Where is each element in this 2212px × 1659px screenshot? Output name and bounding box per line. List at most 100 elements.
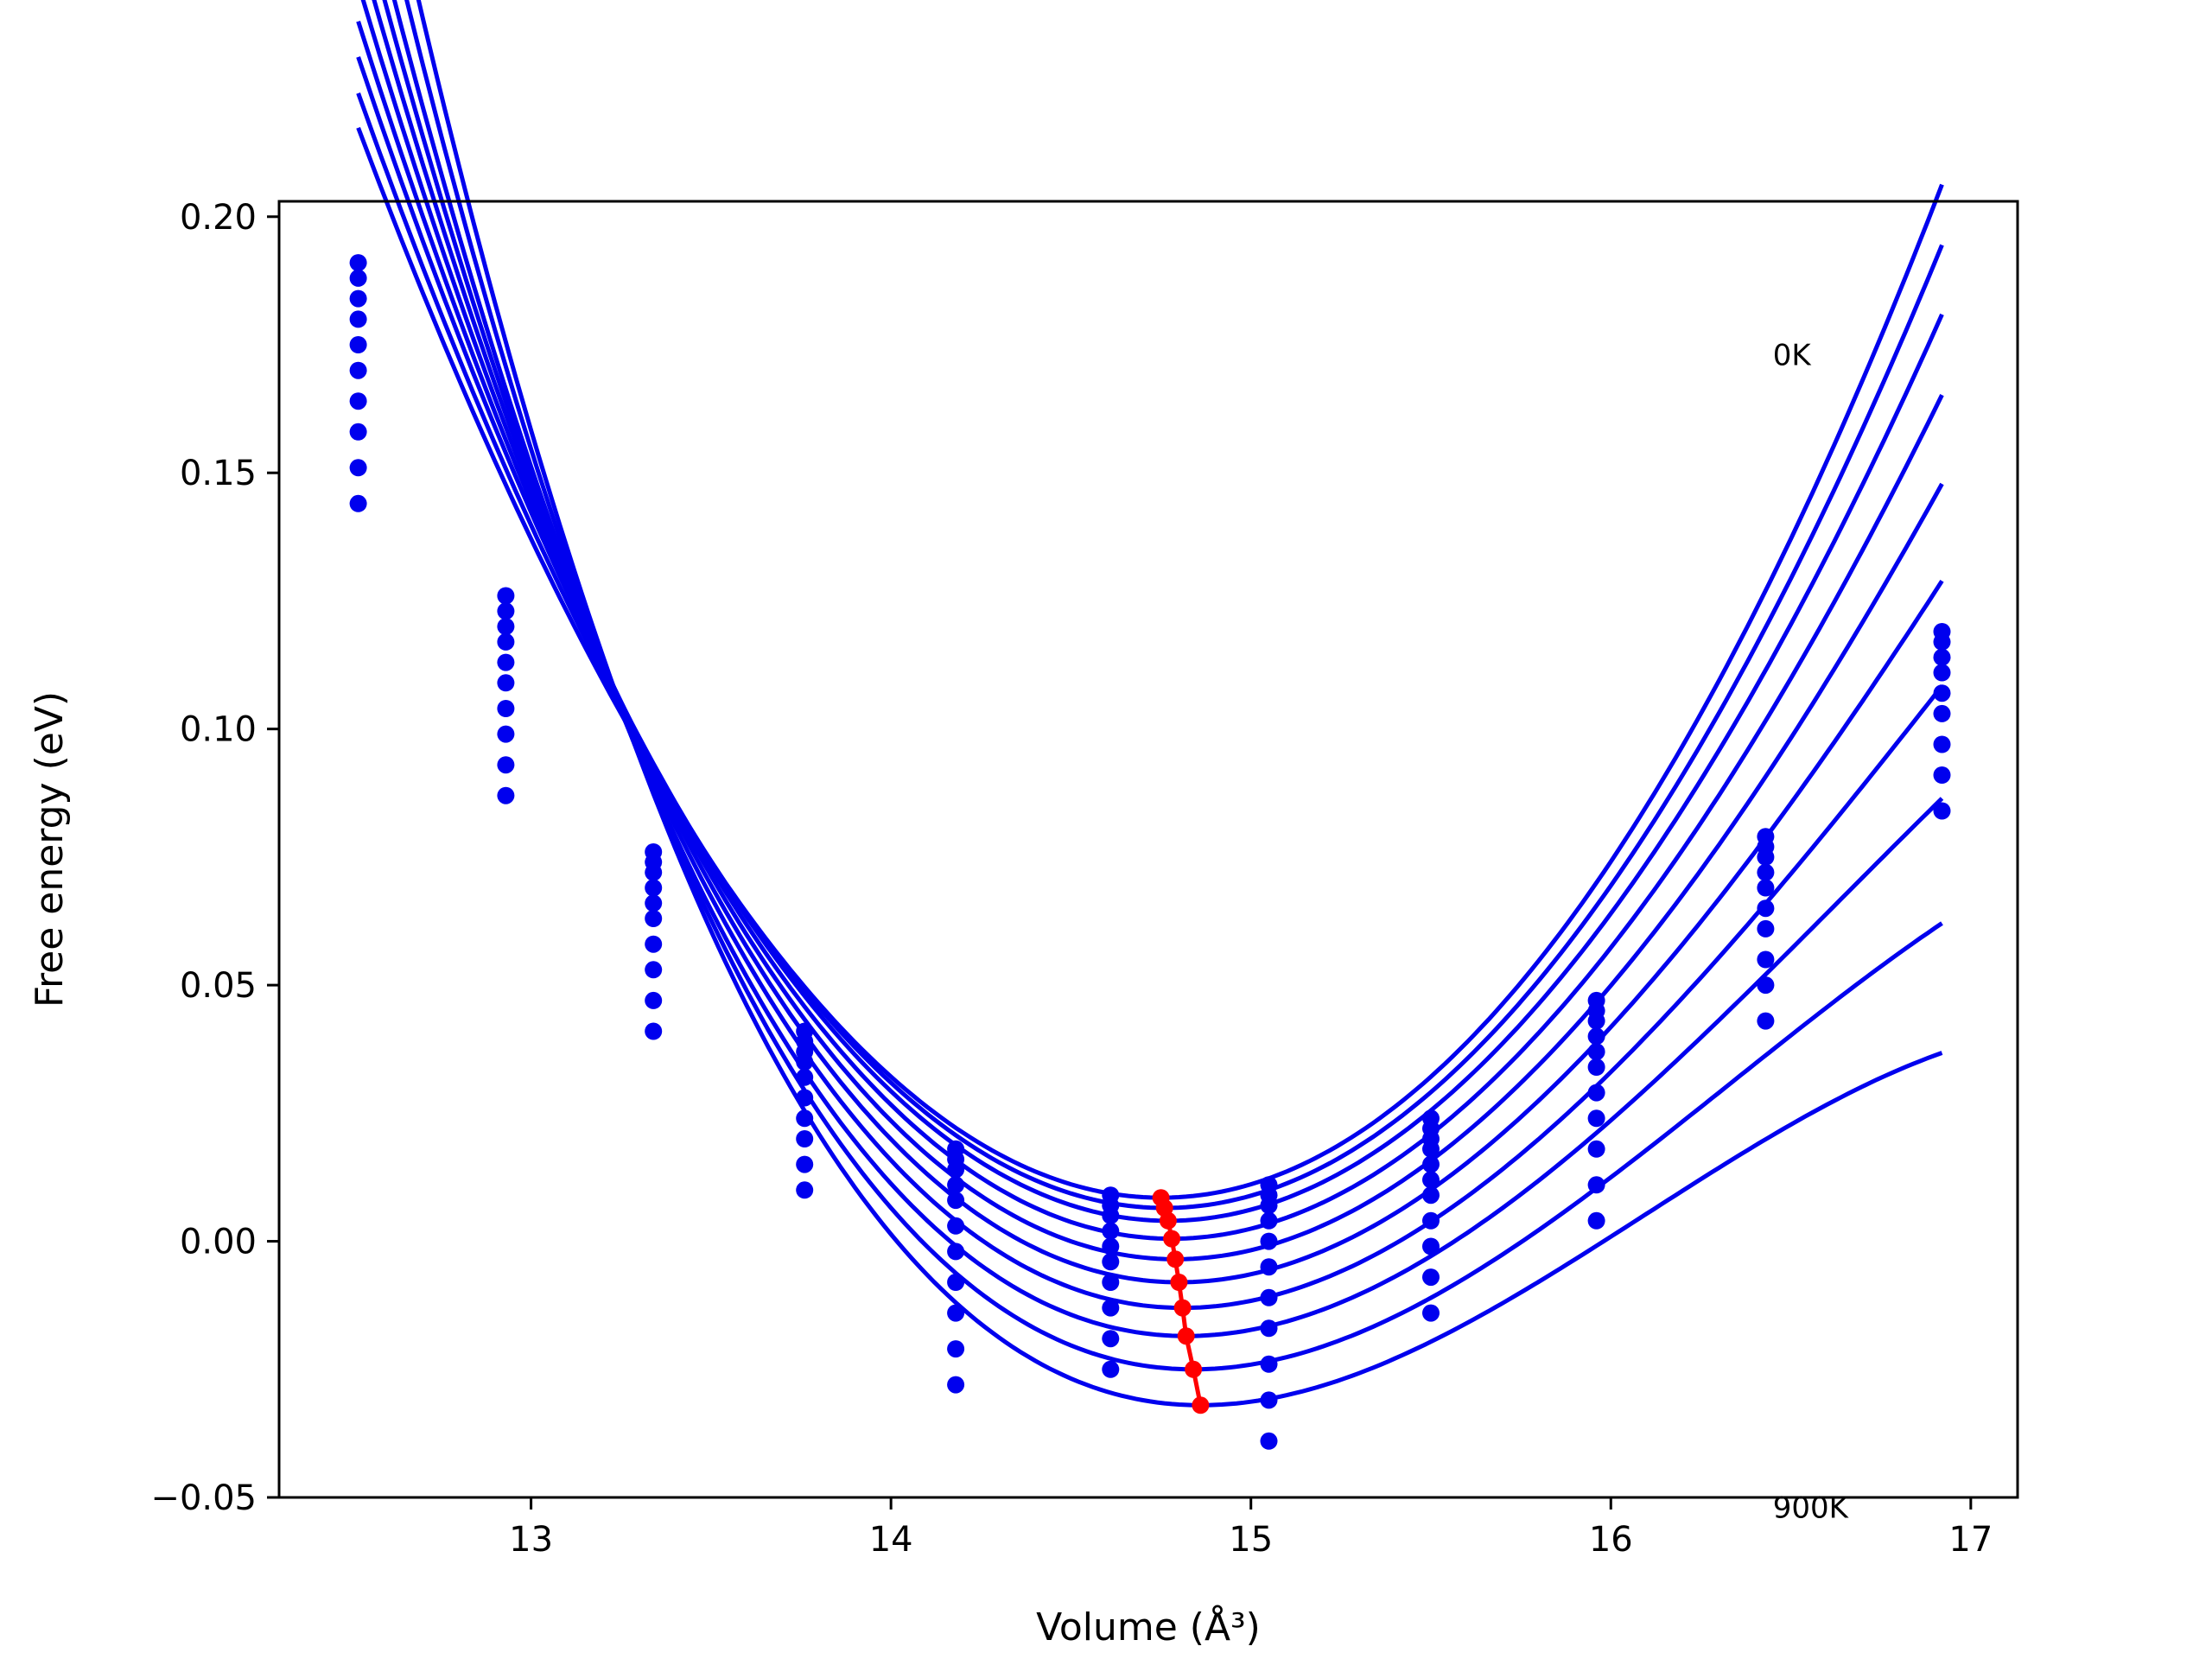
x-tick-label: 13 [509,1520,553,1560]
data-point [1260,1432,1278,1450]
data-point [947,1192,965,1210]
data-point [349,392,367,410]
data-point [1422,1171,1440,1189]
data-point [796,1130,814,1147]
data-point [1102,1222,1120,1240]
data-point [1260,1211,1278,1230]
data-point [1587,1012,1605,1030]
data-point [1933,648,1951,666]
data-point [497,674,515,692]
y-tick-label: −0.05 [150,1478,257,1518]
data-point [947,1160,965,1179]
data-point [1757,950,1775,969]
temperature-annotations: 0K 900K [1773,339,1850,1526]
data-point [796,1155,814,1173]
data-point [497,700,515,717]
data-point [796,1181,814,1199]
x-tick-label: 17 [1948,1520,1993,1560]
y-tick-label: 0.15 [180,454,257,493]
data-point [497,602,515,620]
data-point [1102,1206,1120,1224]
data-point [796,1089,814,1107]
data-point [497,653,515,671]
minimum-point [1170,1274,1188,1291]
data-point [1260,1197,1278,1215]
data-point [1422,1211,1440,1230]
data-point [1102,1253,1120,1271]
data-point [796,1053,814,1071]
data-point [645,935,663,953]
data-point [349,459,367,477]
data-point [645,894,663,912]
data-point [645,1022,663,1040]
minimum-point [1173,1299,1192,1317]
data-point [1260,1232,1278,1250]
data-point [349,289,367,308]
minimum-point [1185,1360,1203,1378]
data-point [796,1109,814,1128]
data-point [1260,1319,1278,1338]
fit-curves [356,0,1944,1408]
data-point [1422,1237,1440,1255]
fit-curve-9 [416,0,1943,1408]
data-point [796,1068,814,1086]
y-tick-label: 0.20 [180,198,257,238]
minimum-point [1166,1250,1185,1268]
data-point [1933,632,1951,651]
minimum-point [1177,1327,1195,1345]
data-point [1422,1140,1440,1158]
data-point [1422,1304,1440,1322]
y-axis-ticks: −0.05 0.00 0.05 0.10 0.15 0.20 [150,198,279,1518]
minima-trace [1152,1189,1210,1414]
data-point [1933,664,1951,682]
data-point [1933,704,1951,722]
data-point [497,786,515,804]
data-point [1260,1258,1278,1276]
y-tick-label: 0.00 [180,1223,257,1262]
data-point [645,961,663,979]
data-point [1587,1176,1605,1194]
data-point [947,1274,965,1291]
data-point [947,1340,965,1358]
data-point [349,269,367,287]
temperature-annotation-1: 900K [1773,1491,1850,1526]
data-point [1422,1268,1440,1287]
data-point [1757,848,1775,866]
data-point [1757,976,1775,995]
data-point [1102,1274,1120,1291]
data-point [349,310,367,328]
data-point [1933,802,1951,820]
data-point [1587,1211,1605,1230]
data-point [1757,863,1775,881]
data-point [645,863,663,881]
data-point [1102,1299,1120,1317]
x-axis-label: Volume (Å³) [1036,1604,1261,1649]
data-point [1757,899,1775,918]
data-point [1757,919,1775,938]
data-point [349,494,367,512]
data-point [1260,1391,1278,1409]
data-point [1422,1155,1440,1173]
y-tick-label: 0.10 [180,710,257,750]
temperature-annotation-0: 0K [1773,339,1813,373]
data-point [349,423,367,441]
data-point [1587,1084,1605,1102]
minimum-point [1159,1211,1177,1230]
data-point [497,756,515,774]
data-point [349,254,367,272]
x-tick-label: 15 [1229,1520,1273,1560]
data-point [645,910,663,927]
data-point [1757,1012,1775,1030]
data-point [1587,1043,1605,1061]
data-point [1102,1360,1120,1378]
scatter-points [349,254,1951,1450]
data-point [1587,1058,1605,1076]
data-point [947,1376,965,1394]
y-tick-label: 0.05 [180,966,257,1006]
plot-frame [277,200,2019,1499]
data-point [1260,1355,1278,1373]
x-axis-ticks: 13 14 15 16 17 [509,1497,1993,1560]
data-point [497,618,515,636]
data-point [1757,879,1775,897]
